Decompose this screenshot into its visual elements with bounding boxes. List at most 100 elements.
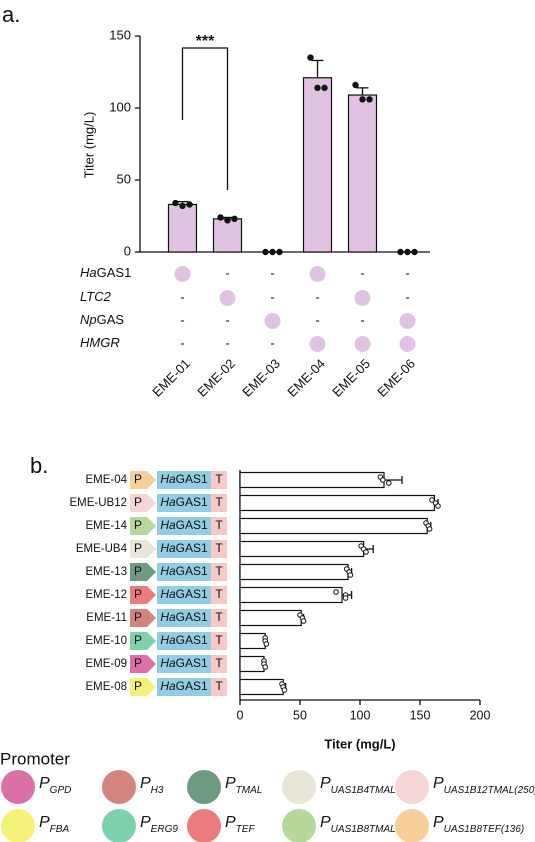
data-point [435, 503, 441, 509]
data-point [276, 248, 283, 256]
label-part: GAS1 [176, 495, 208, 509]
terminator-label: T [215, 495, 223, 509]
label: HaGAS1 [160, 564, 208, 578]
legend-swatch [187, 770, 221, 804]
y-tick-label: 100 [109, 99, 131, 114]
legend-subscript: GPD [50, 785, 72, 796]
terminator-box [211, 632, 227, 650]
terminator-box [211, 678, 227, 696]
legend-letter: P [140, 775, 151, 792]
annotation: *** [196, 33, 215, 50]
data-point [363, 549, 369, 555]
terminator-label: T [215, 472, 223, 486]
data-point [366, 96, 373, 103]
label-part: GAS1 [176, 564, 208, 578]
bar [239, 563, 349, 581]
label-part: GAS1 [97, 265, 132, 280]
data-point [397, 248, 404, 256]
legend-subscript: FBA [50, 824, 70, 835]
legend-swatch [1, 770, 35, 804]
x-tick-label: EME-03 [239, 356, 283, 400]
bar [167, 203, 198, 253]
promoter-arrow [130, 655, 156, 673]
label: HaGAS1 [160, 679, 208, 693]
label-part: Ha [80, 265, 97, 280]
label-part: Ha [160, 472, 176, 486]
label-part: Ha [160, 656, 176, 670]
promoter-label: P [134, 610, 142, 624]
label: HaGAS1 [160, 495, 208, 509]
panel-label: b. [30, 453, 48, 478]
genotype-absent: - [270, 265, 274, 280]
data-point [172, 199, 179, 207]
promoter-arrow [130, 632, 156, 650]
y-tick-label: 0 [124, 243, 131, 258]
label-part: Ha [160, 587, 176, 601]
data-point [186, 201, 193, 208]
label-part: GAS1 [176, 610, 208, 624]
legend-letter: P [320, 775, 331, 792]
legend-label: PUAS1B8TMAL(250) [320, 814, 419, 834]
genotype-absent: - [405, 265, 409, 280]
x-tick-label: 100 [350, 708, 371, 722]
legend-label: PUAS1B4TMAL(250) [320, 775, 419, 795]
promoter-arrow [130, 494, 156, 512]
legend-subscript: UAS1B8TMAL(250) [331, 824, 419, 835]
legend-swatch [187, 809, 221, 842]
y-tick-label: EME-04 [85, 474, 127, 486]
y-tick-label: EME-13 [85, 566, 127, 578]
genotype-dot [399, 313, 416, 329]
bar [302, 77, 333, 253]
gene-box [157, 540, 211, 558]
data-point [263, 641, 270, 647]
legend-title: Promoter [0, 749, 70, 768]
terminator-label: T [215, 541, 223, 555]
terminator-box [211, 471, 227, 489]
terminator-box [211, 655, 227, 673]
label: LTC2 [80, 289, 112, 304]
legend-swatch [282, 770, 316, 804]
legend-swatch [102, 809, 136, 842]
promoter-arrow [130, 517, 156, 535]
legend-subscript: H3 [151, 785, 164, 796]
bar [239, 655, 265, 673]
legend-subscript: UAS1B12TMAL(250) [444, 785, 535, 796]
gene-box [157, 586, 211, 604]
promoter-label: P [134, 633, 142, 647]
y-tick-label: EME-08 [85, 681, 127, 693]
terminator-label: T [215, 564, 223, 578]
significance-bracket [181, 47, 229, 190]
terminator-label: T [215, 679, 223, 693]
error-bar [384, 476, 403, 484]
terminator-box [211, 563, 227, 581]
legend-subscript: TEF [236, 824, 256, 835]
x-tick-label: EME-05 [329, 356, 373, 400]
label: HaGAS1 [80, 265, 131, 280]
bar [239, 586, 343, 604]
bar [347, 94, 378, 253]
x-tick-label: EME-04 [284, 356, 328, 400]
data-point [269, 248, 276, 256]
label-part: GAS1 [176, 518, 208, 532]
label-part: GAS1 [176, 633, 208, 647]
data-point [386, 480, 392, 486]
gene-box [157, 563, 211, 581]
terminator-label: T [215, 518, 223, 532]
label-part: Ha [160, 679, 176, 693]
gene-box [157, 471, 211, 489]
data-point [411, 248, 418, 256]
label-part: Ha [160, 564, 176, 578]
terminator-box [211, 609, 227, 627]
promoter-label: P [134, 564, 142, 578]
data-point [347, 572, 354, 578]
promoter-label: P [134, 541, 142, 555]
genotype-dot [174, 266, 191, 282]
bar [239, 609, 302, 627]
bar [212, 218, 243, 253]
data-point [262, 248, 269, 256]
genotype-absent: - [225, 312, 229, 327]
genotype-absent: - [270, 335, 274, 350]
legend-letter: P [433, 814, 444, 831]
